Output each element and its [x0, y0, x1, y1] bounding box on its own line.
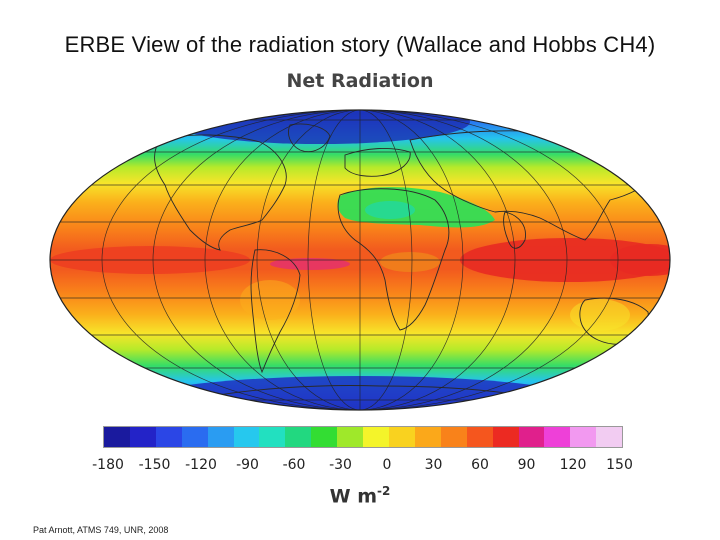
colorbar-swatch: [596, 427, 623, 447]
colorbar-tick-label: 150: [606, 457, 633, 473]
colorbar-swatch: [388, 427, 415, 447]
colorbar-tick-label: 30: [424, 457, 443, 473]
colorbar-swatch: [207, 427, 234, 447]
coastlines: [154, 123, 661, 401]
colorbar-swatch: [233, 427, 260, 447]
map-title: Net Radiation: [286, 70, 434, 92]
colorbar-tick-label: -120: [185, 457, 217, 473]
antarctica-outline: [189, 385, 551, 401]
colorbar-tick-label: 0: [382, 457, 392, 473]
colorbar-swatch: [492, 427, 519, 447]
colorbar: [103, 426, 623, 448]
units-exponent: -2: [377, 484, 391, 498]
colorbar-tick-label: -30: [329, 457, 352, 473]
colorbar-swatch: [466, 427, 493, 447]
colorbar-swatch: [181, 427, 208, 447]
colorbar-swatch: [518, 427, 545, 447]
colorbar-swatch: [311, 427, 338, 447]
units-base: W m: [329, 485, 378, 508]
colorbar-swatch: [104, 427, 130, 447]
colorbar-tick-label: 90: [517, 457, 536, 473]
globe-outline: [49, 109, 671, 411]
colorbar-swatch: [259, 427, 286, 447]
colorbar-swatch: [285, 427, 312, 447]
colorbar-swatch: [440, 427, 467, 447]
units-label: W m-2: [0, 484, 720, 507]
europe-outline: [344, 148, 411, 177]
net-radiation-map: [49, 109, 671, 411]
footer-credit: Pat Arnott, ATMS 749, UNR, 2008: [33, 525, 169, 535]
india-outline: [503, 211, 526, 249]
colorbar-swatch: [129, 427, 156, 447]
colorbar-tick-label: -150: [138, 457, 171, 473]
colorbar-swatch: [570, 427, 597, 447]
colorbar-tick-label: -90: [236, 457, 259, 473]
colorbar-swatch: [544, 427, 571, 447]
colorbar-swatch: [414, 427, 441, 447]
colorbar-ticks: -180 -150 -120 -90 -60 -30 0 30 60 90 120 150: [0, 457, 720, 475]
colorbar-tick-label: 60: [471, 457, 489, 473]
africa-outline: [337, 188, 450, 331]
north-america-outline: [154, 134, 287, 251]
colorbar-tick-label: -60: [282, 457, 306, 473]
slide-title: ERBE View of the radiation story (Wallac…: [64, 32, 656, 57]
colorbar-swatch: [363, 427, 389, 447]
south-america-outline: [250, 249, 301, 374]
colorbar-tick-label: 120: [559, 457, 587, 473]
graticule: [50, 110, 670, 410]
colorbar-tick-label: -180: [92, 457, 124, 473]
colorbar-swatch: [155, 427, 182, 447]
colorbar-swatch: [337, 427, 364, 447]
